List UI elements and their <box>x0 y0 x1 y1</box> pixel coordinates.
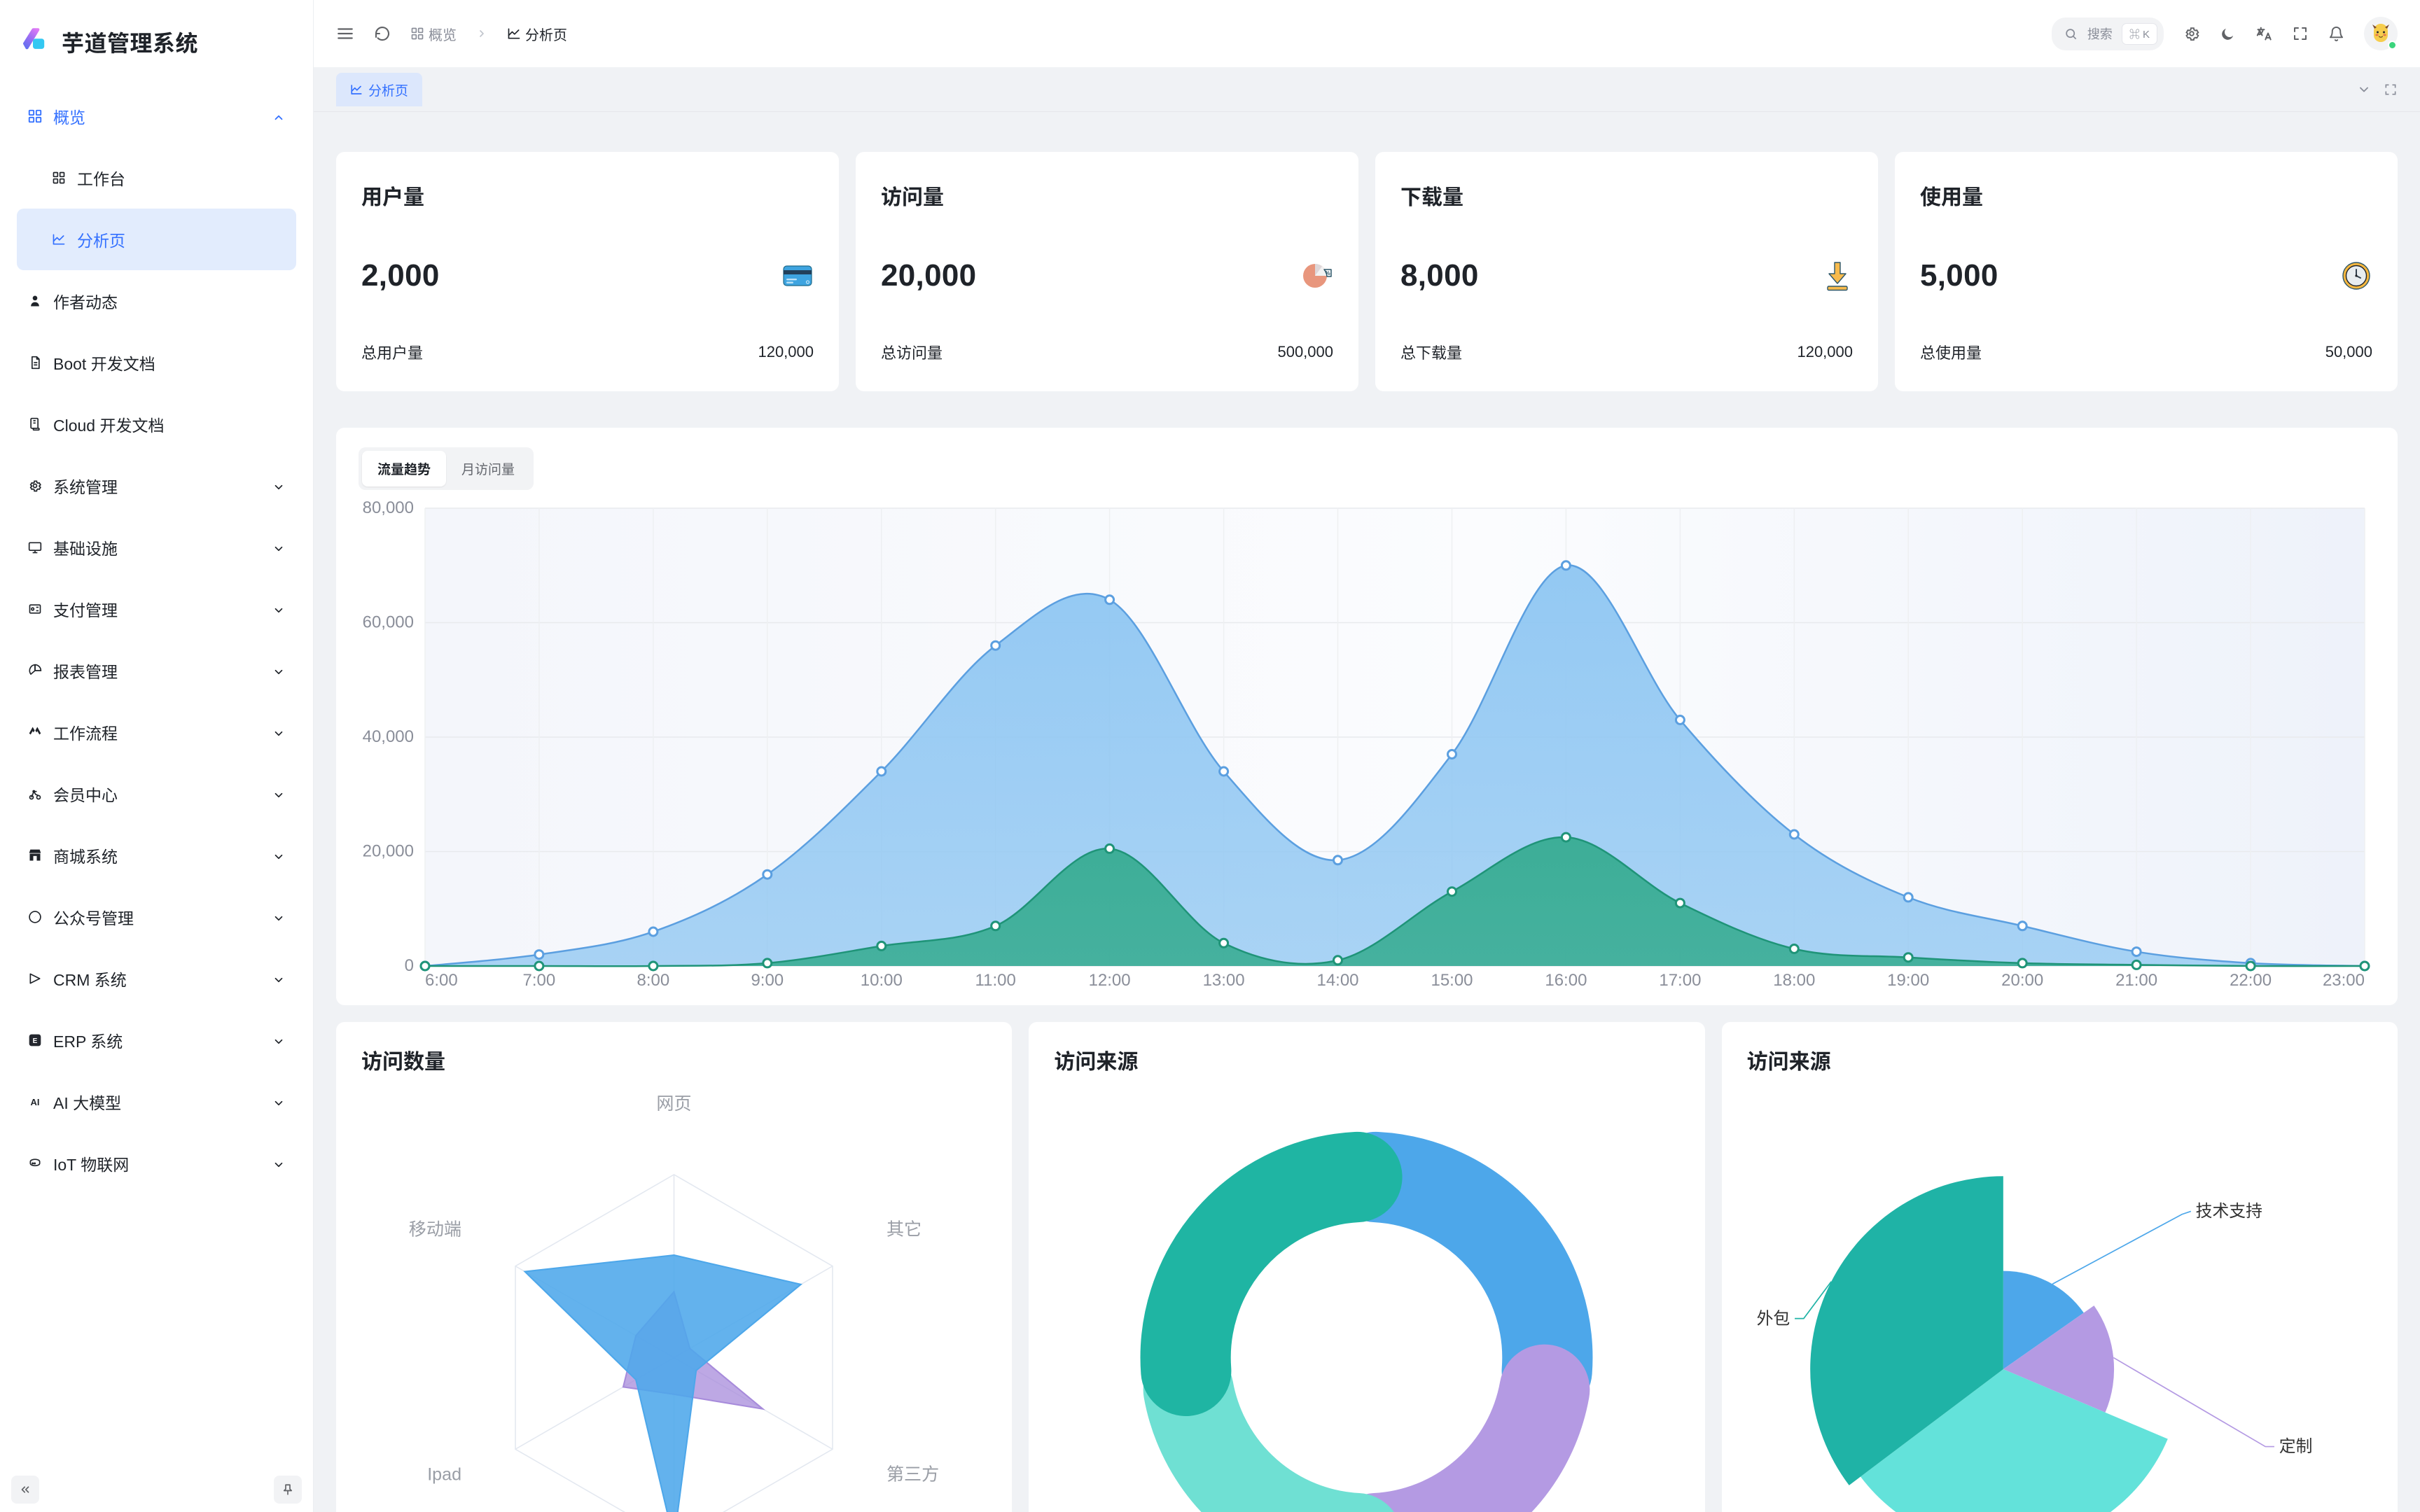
svg-text:E: E <box>33 1037 38 1045</box>
svg-text:网页: 网页 <box>657 1094 692 1114</box>
svg-text:23:00: 23:00 <box>2323 971 2365 990</box>
svg-text:7:00: 7:00 <box>523 971 556 990</box>
svg-text:技术支持: 技术支持 <box>2195 1202 2262 1221</box>
svg-text:外包: 外包 <box>1756 1309 1790 1328</box>
svg-text:10:00: 10:00 <box>861 971 903 990</box>
svg-text:13:00: 13:00 <box>1203 971 1245 990</box>
svg-text:6:00: 6:00 <box>425 971 458 990</box>
svg-text:21:00: 21:00 <box>2115 971 2157 990</box>
svg-text:第三方: 第三方 <box>886 1465 939 1485</box>
svg-text:12:00: 12:00 <box>1089 971 1131 990</box>
svg-text:20:00: 20:00 <box>2001 971 2043 990</box>
svg-text:移动端: 移动端 <box>409 1219 461 1239</box>
svg-text:40,000: 40,000 <box>363 727 414 746</box>
svg-text:22:00: 22:00 <box>2230 971 2272 990</box>
svg-text:17:00: 17:00 <box>1659 971 1701 990</box>
svg-text:11:00: 11:00 <box>975 971 1016 990</box>
svg-text:15:00: 15:00 <box>1431 971 1473 990</box>
svg-text:%: % <box>1325 270 1330 276</box>
svg-text:Ipad: Ipad <box>427 1465 461 1485</box>
svg-text:14:00: 14:00 <box>1316 971 1358 990</box>
svg-text:60,000: 60,000 <box>363 613 414 632</box>
svg-text:其它: 其它 <box>886 1219 922 1239</box>
svg-text:80,000: 80,000 <box>363 498 414 517</box>
svg-text:18:00: 18:00 <box>1773 971 1815 990</box>
svg-text:16:00: 16:00 <box>1545 971 1587 990</box>
svg-text:定制: 定制 <box>2279 1437 2312 1456</box>
svg-text:19:00: 19:00 <box>1887 971 1929 990</box>
svg-text:20,000: 20,000 <box>363 842 414 861</box>
svg-text:0: 0 <box>405 956 414 975</box>
svg-text:9:00: 9:00 <box>751 971 784 990</box>
svg-text:8:00: 8:00 <box>637 971 670 990</box>
